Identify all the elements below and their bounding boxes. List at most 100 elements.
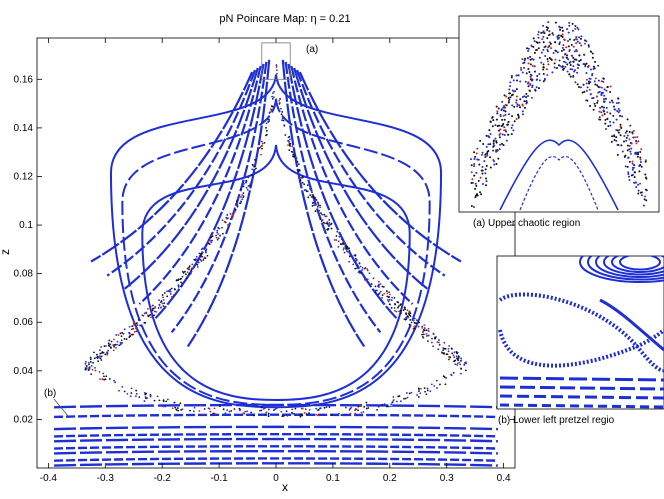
inset-a-point <box>557 64 560 67</box>
chaotic-point <box>158 304 161 307</box>
chaotic-point <box>458 361 461 364</box>
chaotic-point <box>328 406 331 408</box>
inset-a-point <box>538 73 541 76</box>
inset-a-point <box>507 101 510 104</box>
inset-a-point <box>644 173 647 176</box>
region-a-box <box>261 42 291 80</box>
inset-a-point <box>613 135 616 138</box>
chaotic-point <box>288 149 291 152</box>
chaotic-point <box>317 408 320 411</box>
inset-a-point <box>473 163 476 166</box>
inset-a-point <box>566 70 569 73</box>
chaotic-point <box>394 303 397 306</box>
inset-a-point <box>602 106 605 109</box>
chaotic-point <box>249 183 252 186</box>
chaotic-point <box>255 155 258 158</box>
chaotic-point <box>360 405 362 408</box>
chaotic-point <box>217 233 219 235</box>
inset-a-point <box>542 66 545 69</box>
chaotic-point <box>409 314 412 317</box>
chaotic-point <box>229 218 232 221</box>
chaotic-point <box>438 341 440 344</box>
chaotic-point <box>390 403 393 406</box>
chaotic-layer <box>84 64 467 418</box>
inset-a-point <box>618 128 621 131</box>
inset-a-point <box>509 96 512 99</box>
inset-a-point <box>562 67 565 70</box>
chaotic-point <box>408 310 411 313</box>
chaotic-point <box>161 302 164 305</box>
chaotic-point <box>205 248 208 251</box>
chaotic-point <box>423 327 426 329</box>
chaotic-point <box>100 355 103 358</box>
inset-a-point <box>541 38 544 41</box>
chaotic-point <box>275 64 278 67</box>
chaotic-point <box>203 408 206 410</box>
inset-a-point <box>559 26 562 29</box>
island-chain <box>281 59 366 348</box>
chaotic-point <box>402 309 405 312</box>
chaotic-point <box>151 309 154 312</box>
inset-a-point <box>561 29 564 32</box>
chaotic-point <box>181 275 184 278</box>
inset-a-point <box>624 154 627 157</box>
chaotic-point <box>260 140 263 143</box>
inset-a-point <box>617 111 620 114</box>
inset-a-point <box>501 100 504 103</box>
chaotic-point <box>242 185 245 188</box>
chaotic-point <box>328 222 331 224</box>
chaotic-point <box>93 357 96 360</box>
chaotic-point <box>415 322 418 325</box>
chaotic-point <box>260 406 263 409</box>
inset-a-point <box>608 101 611 104</box>
inset-a-point <box>549 42 552 45</box>
chaotic-point <box>450 374 453 377</box>
inset-a-point <box>566 28 569 31</box>
chaotic-point <box>96 355 99 358</box>
inset-a-point <box>510 74 513 77</box>
inset-a-point <box>470 205 473 208</box>
chaotic-point <box>408 392 411 395</box>
chaotic-point <box>360 411 363 414</box>
inset-a-point <box>495 118 498 121</box>
inset-a-point <box>547 46 550 49</box>
inset-a-point <box>483 160 486 163</box>
chaotic-point <box>454 363 457 366</box>
inset-a-point <box>492 142 495 145</box>
chaotic-point <box>355 259 358 262</box>
inset-a-point <box>481 165 484 168</box>
chaotic-point <box>116 343 118 346</box>
chaotic-point <box>358 405 361 407</box>
inset-a-point <box>629 150 632 153</box>
inset-a-point <box>568 48 571 51</box>
chaotic-point <box>339 243 342 245</box>
inset-a-point <box>521 103 524 106</box>
inset-a-point <box>481 169 484 172</box>
region-a-label: (a) <box>306 44 318 55</box>
inset-a-point <box>514 90 517 93</box>
chaotic-point <box>237 196 239 199</box>
inset-a-point <box>607 125 610 128</box>
inset-a-point <box>530 96 533 99</box>
chaotic-point <box>387 296 390 298</box>
x-tick-label: 0.3 <box>440 473 454 484</box>
inset-a-point <box>492 139 495 142</box>
inset-a-point <box>550 47 553 50</box>
inset-a-point <box>518 104 521 107</box>
inset-b-arc <box>595 256 664 278</box>
chaotic-point <box>448 358 450 361</box>
chaotic-point <box>185 277 188 279</box>
chaotic-point <box>463 363 466 366</box>
chaotic-point <box>417 387 420 390</box>
inset-a-point <box>639 163 642 166</box>
inset-a-point <box>594 60 597 63</box>
chaotic-point <box>301 175 304 178</box>
chaotic-point <box>134 395 137 398</box>
chaotic-point <box>335 235 338 237</box>
inset-a-point <box>538 79 541 82</box>
chaotic-point <box>379 283 382 285</box>
inset-a-point <box>639 191 642 194</box>
chaotic-point <box>163 292 166 294</box>
chaotic-point <box>374 285 377 288</box>
chaotic-point <box>242 196 245 199</box>
